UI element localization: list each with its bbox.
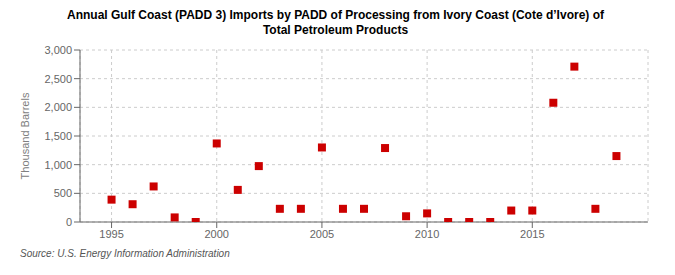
svg-text:Thousand Barrels: Thousand Barrels xyxy=(19,92,31,179)
svg-text:500: 500 xyxy=(54,187,72,199)
svg-text:2010: 2010 xyxy=(415,228,439,240)
svg-text:1,500: 1,500 xyxy=(44,130,72,142)
html-text:Source: U.S. Energy Informatio: Source: U.S. Energy Information Administ… xyxy=(20,248,230,259)
html-text:Total Petroleum Products: Total Petroleum Products xyxy=(262,23,409,37)
svg-text:2,500: 2,500 xyxy=(44,73,72,85)
svg-text:2000: 2000 xyxy=(204,228,228,240)
svg-text:0: 0 xyxy=(66,216,72,228)
svg-text:2,000: 2,000 xyxy=(44,101,72,113)
svg-text:3,000: 3,000 xyxy=(44,44,72,56)
svg-text:1995: 1995 xyxy=(99,228,123,240)
svg-text:2005: 2005 xyxy=(310,228,334,240)
svg-text:1,000: 1,000 xyxy=(44,159,72,171)
html-text:Annual Gulf Coast (PADD 3) Imp: Annual Gulf Coast (PADD 3) Imports by PA… xyxy=(67,8,604,22)
svg-text:2015: 2015 xyxy=(520,228,544,240)
